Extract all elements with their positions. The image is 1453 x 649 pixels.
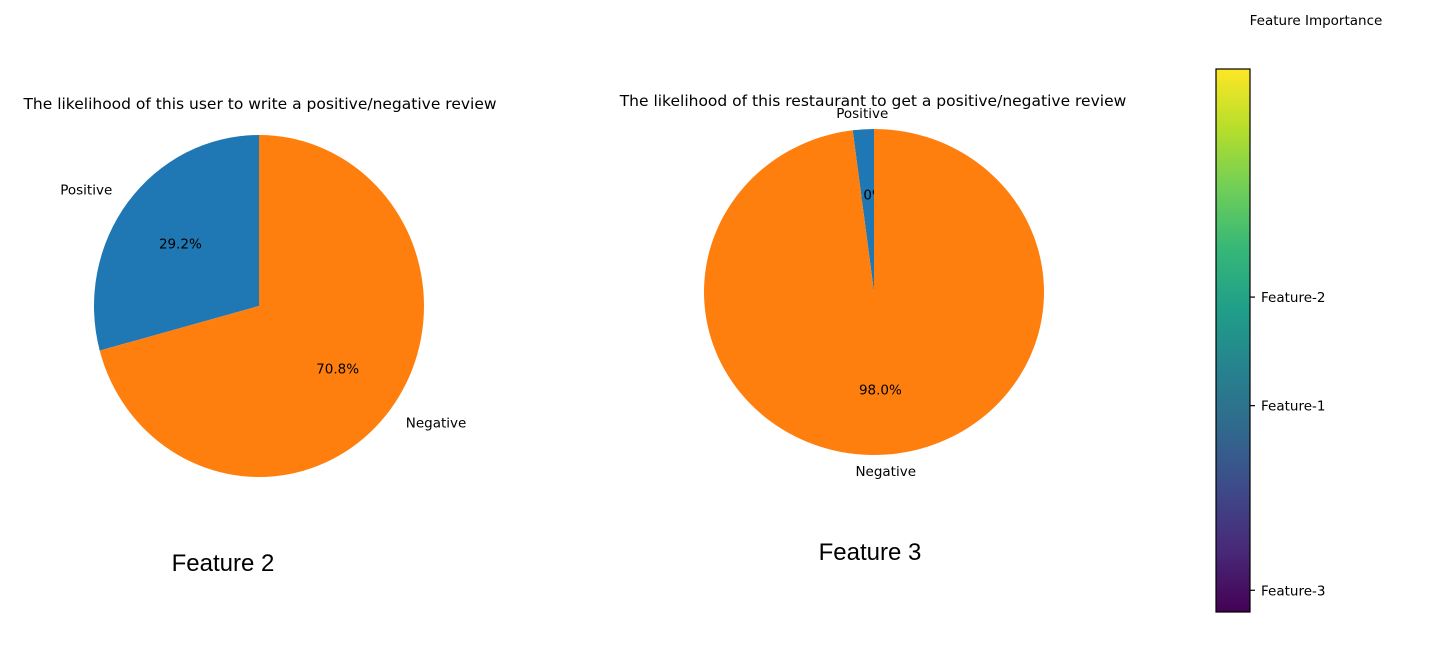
pie-label-negative: Negative xyxy=(855,464,916,480)
pie-restaurant-caption: Feature 3 xyxy=(819,539,922,566)
colorbar-tick-label: Feature-2 xyxy=(1261,290,1325,306)
colorbar-ticks: Feature-2 Feature-1 Feature-3 xyxy=(1250,290,1325,599)
pie-label-positive: Positive xyxy=(60,183,112,199)
pie-chart-user: The likelihood of this user to write a p… xyxy=(22,95,496,577)
pie-restaurant-title: The likelihood of this restaurant to get… xyxy=(619,92,1127,110)
pie-pct-label-positive: 29.2% xyxy=(159,237,202,253)
pie-chart-restaurant: The likelihood of this restaurant to get… xyxy=(619,92,1127,566)
pie-pct-label-negative: 98.0% xyxy=(859,383,902,399)
pie-user-title: The likelihood of this user to write a p… xyxy=(22,95,496,113)
colorbar-tick-label: Feature-3 xyxy=(1261,583,1325,599)
colorbar: Feature Importance Feature-2Feature-1Fea… xyxy=(1215,13,1383,613)
colorbar-gradient xyxy=(1215,68,1251,613)
colorbar-title: Feature Importance xyxy=(1250,13,1383,29)
pie-slice-negative xyxy=(99,135,424,478)
pie-slice-negative xyxy=(704,129,1045,455)
pie-user-slices: Positive 29.2% Negative 70.8% xyxy=(60,135,467,478)
pie-label-positive: Positive xyxy=(836,106,888,122)
pie-slice-positive xyxy=(94,135,259,351)
pie-slice-positive xyxy=(852,129,874,292)
pie-user-caption: Feature 2 xyxy=(172,550,275,577)
colorbar-tick-label: Feature-1 xyxy=(1261,399,1325,415)
pie-pct-label-negative: 70.8% xyxy=(316,361,359,377)
pie-label-negative: Negative xyxy=(406,415,467,431)
